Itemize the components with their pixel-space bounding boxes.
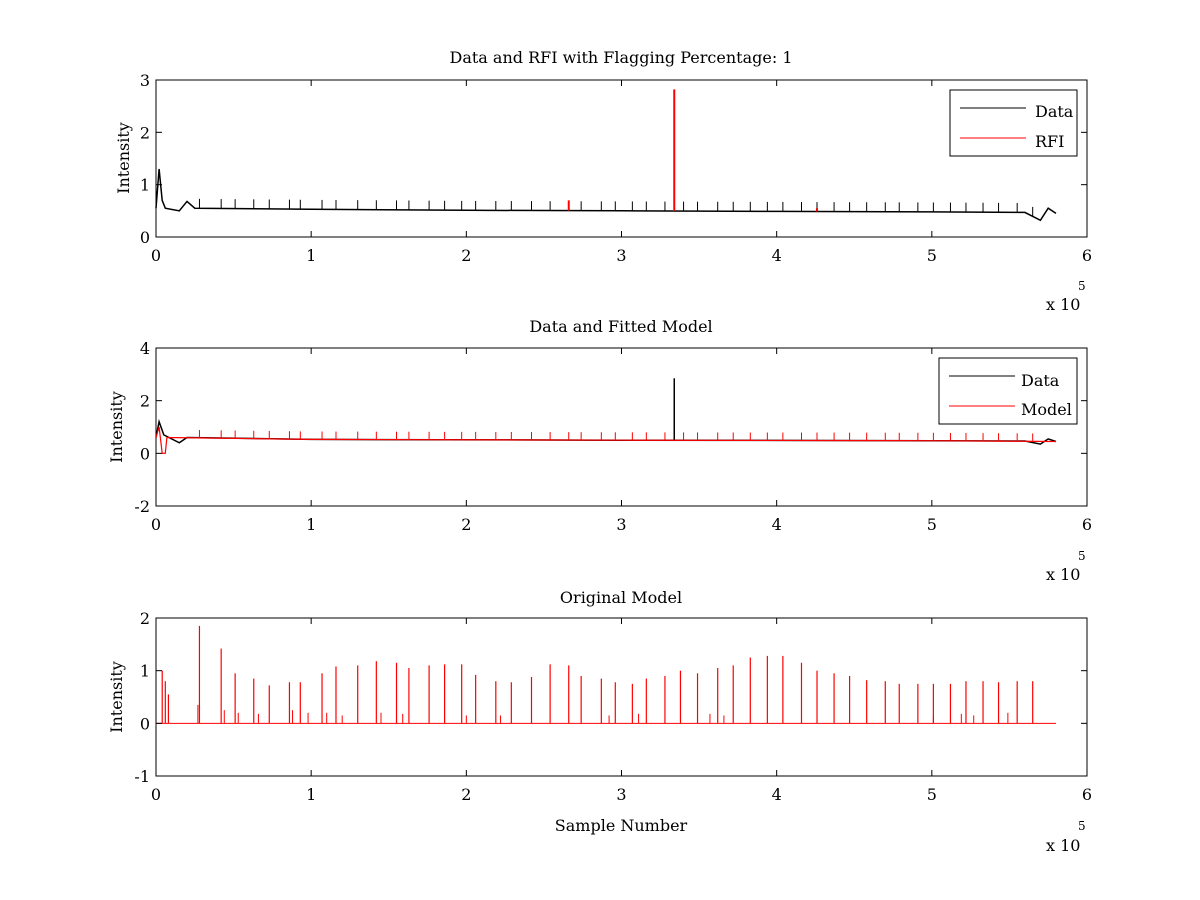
y-tick-label: -1 [134,767,150,786]
x-tick-label: 5 [927,515,937,534]
x-tick-label: 2 [461,785,471,804]
x-tick-label: 6 [1082,515,1092,534]
y-tick-label: 1 [140,662,150,681]
y-tick-label: 2 [140,609,150,628]
legend-label-data: Data [1021,371,1060,390]
x-tick-label: 0 [151,246,161,265]
x-tick-label: 2 [461,246,471,265]
y-axis-label: Intensity [107,661,126,733]
y-tick-label: 2 [140,123,150,142]
x-multiplier: x 10 [1046,565,1080,584]
x-tick-label: 4 [772,515,782,534]
x-multiplier-exponent: 5 [1078,819,1086,833]
x-tick-label: 1 [306,515,316,534]
y-tick-label: 0 [140,444,150,463]
subplot-title: Original Model [560,588,682,607]
y-tick-label: 2 [140,392,150,411]
legend-box [949,89,1078,157]
x-tick-label: 5 [927,785,937,804]
series-layer [155,378,1057,454]
plot-area [155,347,1088,507]
legend-label-model: Model [1021,400,1072,419]
x-tick-label: 6 [1082,246,1092,265]
legend-label-data: Data [1035,102,1074,121]
y-tick-label: 4 [140,339,150,358]
y-tick-label: 3 [140,71,150,90]
x-axis-label: Sample Number [555,816,688,835]
plot-area [155,79,1088,238]
y-tick-label: 0 [140,228,150,247]
series-model-line [155,426,1057,454]
x-tick-label: 5 [927,246,937,265]
y-tick-label: 0 [140,714,150,733]
x-tick-label: 3 [616,785,626,804]
legend: Data RFI [949,89,1078,157]
series-layer [156,625,1056,724]
x-multiplier: x 10 [1046,295,1080,314]
x-tick-label: 2 [461,515,471,534]
x-tick-label: 1 [306,246,316,265]
plot-area [155,617,1088,777]
x-multiplier-exponent: 5 [1078,279,1086,293]
series-data-line [155,168,1057,222]
x-tick-label: 4 [772,246,782,265]
subplot-title: Data and RFI with Flagging Percentage: 1 [449,48,792,67]
subplot-title: Data and Fitted Model [529,317,712,336]
x-tick-label: 1 [306,785,316,804]
x-tick-label: 3 [616,246,626,265]
x-tick-label: 0 [151,515,161,534]
x-multiplier: x 10 [1046,836,1080,855]
subplot-data-rfi: Data and RFI with Flagging Percentage: 1… [114,48,1092,314]
x-multiplier-exponent: 5 [1078,549,1086,563]
legend: Data Model [938,357,1078,425]
legend-box [938,357,1078,425]
legend-label-rfi: RFI [1035,132,1064,151]
x-tick-label: 4 [772,785,782,804]
x-tick-label: 6 [1082,785,1092,804]
x-tick-label: 0 [151,785,161,804]
y-axis-label: Intensity [107,391,126,463]
y-tick-label: -2 [134,497,150,516]
y-tick-label: 1 [140,176,150,195]
x-tick-label: 3 [616,515,626,534]
ticks-layer: 0 1 2 3 4 5 6 0 1 2 3 [140,71,1092,265]
series-layer [155,89,1057,222]
y-axis-label: Intensity [114,122,133,194]
